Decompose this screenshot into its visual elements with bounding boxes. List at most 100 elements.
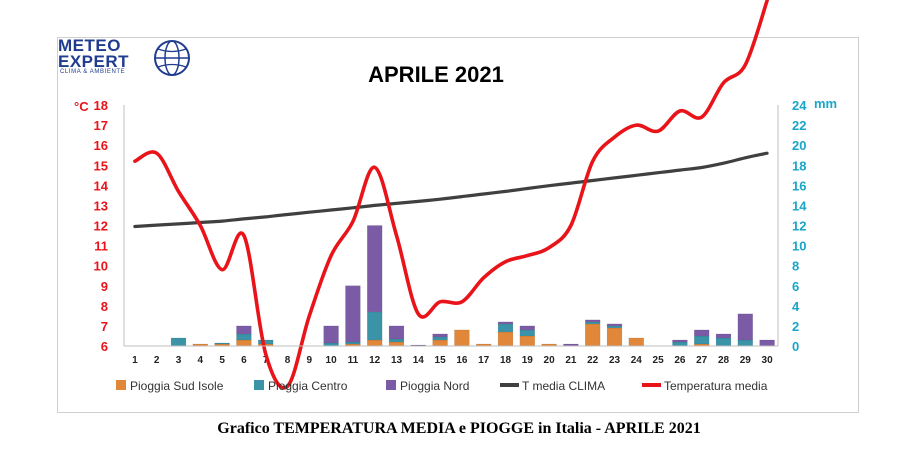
globe-icon <box>154 40 190 76</box>
legend: Pioggia Sud Isole Pioggia Centro Pioggia N… <box>116 379 768 393</box>
x-tick-label: 11 <box>348 355 359 366</box>
y-right-tick-label: 24 <box>792 98 807 113</box>
legend-swatch-sud <box>116 380 126 390</box>
bar-centro <box>737 339 753 347</box>
bar-centro <box>258 339 274 345</box>
y-left-tick-label: 9 <box>101 279 108 294</box>
y-right-tick-label: 22 <box>792 118 806 133</box>
y-right-tick-label: 4 <box>792 299 800 314</box>
x-tick-label: 10 <box>326 355 338 366</box>
logo-tagline: CLIMA & AMBIENTE <box>60 69 126 75</box>
bar-centro <box>519 329 535 337</box>
x-tick-label: 5 <box>219 355 225 366</box>
bar-centro <box>388 338 405 343</box>
bar-centro <box>432 336 448 341</box>
bar-sud <box>236 339 252 347</box>
legend-label-clima: T media CLIMA <box>522 379 605 393</box>
x-tick-label: 4 <box>198 355 204 366</box>
bar-nord <box>432 333 448 338</box>
y-right-tick-label: 0 <box>792 339 799 354</box>
y-right-tick-label: 20 <box>792 138 806 153</box>
bar-nord <box>606 323 623 327</box>
line-clima <box>133 151 769 229</box>
x-tick-label: 3 <box>176 355 182 366</box>
y-left-unit-label: °C <box>74 99 89 114</box>
bar-centro <box>606 325 623 329</box>
y-left-tick-label: 12 <box>94 219 108 234</box>
bar-centro <box>672 341 688 347</box>
x-tick-label: 9 <box>307 355 313 366</box>
bar-nord <box>519 325 535 331</box>
bar-nord <box>236 325 252 335</box>
y-left-tick-label: 7 <box>101 319 108 334</box>
bar-centro <box>585 321 601 325</box>
x-tick-label: 27 <box>696 355 708 366</box>
meteo-expert-logo: METEO EXPERT CLIMA & AMBIENTE <box>58 36 198 80</box>
x-tick-label: 1 <box>132 355 138 366</box>
bar-nord <box>388 325 405 340</box>
x-tick-label: 20 <box>544 355 556 366</box>
y-left-tick-label: 17 <box>94 118 108 133</box>
y-right-tick-label: 2 <box>792 319 799 334</box>
bar-nord <box>585 319 601 323</box>
bar-centro <box>345 341 361 345</box>
y-left-tick-label: 18 <box>94 98 108 113</box>
bar-nord <box>497 321 514 325</box>
chart-frame <box>57 37 859 413</box>
legend-label-nord: Pioggia Nord <box>400 379 469 393</box>
y-left-tick-label: 11 <box>94 239 108 254</box>
x-tick-label: 18 <box>500 355 512 366</box>
bar-sud <box>519 335 535 347</box>
legend-label-sud: Pioggia Sud Isole <box>130 379 224 393</box>
bar-nord <box>737 313 753 341</box>
y-right-tick-label: 8 <box>792 259 799 274</box>
legend-label-centro: Pioggia Centro <box>268 379 348 393</box>
y-right-tick-label: 6 <box>792 279 799 294</box>
bar-nord <box>715 333 732 339</box>
bar-nord <box>672 339 688 343</box>
y-left-tick-label: 13 <box>94 198 108 213</box>
bar-centro <box>694 335 710 345</box>
bar-sud <box>606 327 623 347</box>
y-left-tick-label: 6 <box>101 339 108 354</box>
bar-sud <box>388 341 405 347</box>
y-left-tick-label: 16 <box>94 138 108 153</box>
x-tick-label: 26 <box>674 355 686 366</box>
bar-centro <box>214 342 230 345</box>
line-temp <box>133 0 769 390</box>
x-tick-label: 22 <box>587 355 599 366</box>
bar-nord <box>323 325 339 344</box>
y-right-unit-label: mm <box>814 96 837 111</box>
y-right-tick-label: 12 <box>792 219 806 234</box>
logo-brand-line1: METEO <box>58 36 121 55</box>
y-left-tick-label: 15 <box>94 158 108 173</box>
y-right-tick-label: 14 <box>792 198 807 213</box>
y-left-axis-ticks: 6 7 8 9 10 11 12 13 14 15 16 17 18 <box>94 98 109 354</box>
x-tick-label: 6 <box>241 355 247 366</box>
x-tick-label: 29 <box>740 355 752 366</box>
bar-sud <box>628 337 644 347</box>
y-left-tick-label: 8 <box>101 299 108 314</box>
y-left-tick-label: 10 <box>94 259 108 274</box>
chart-title: APRILE 2021 <box>368 62 504 87</box>
x-axis-ticks: 1 2 3 4 5 6 7 8 9 10 11 12 13 14 15 16 17 18 19 20 21 22 23 24 2… <box>132 355 773 366</box>
legend-label-temp: Temperatura media <box>664 379 768 393</box>
bar-sud <box>497 331 514 347</box>
bar-centro <box>367 311 383 341</box>
x-tick-label: 19 <box>522 355 534 366</box>
x-tick-label: 24 <box>631 355 643 366</box>
legend-swatch-nord <box>386 380 396 390</box>
bar-sud <box>432 339 448 347</box>
logo-brand-line2: EXPERT <box>58 52 130 71</box>
y-right-tick-label: 10 <box>792 239 806 254</box>
x-tick-label: 2 <box>154 355 160 366</box>
x-tick-label: 30 <box>762 355 774 366</box>
bar-sud <box>454 329 470 347</box>
x-tick-label: 17 <box>478 355 490 366</box>
legend-swatch-centro <box>254 380 264 390</box>
x-tick-label: 14 <box>413 355 425 366</box>
bar-sud <box>585 323 601 347</box>
x-tick-label: 13 <box>391 355 403 366</box>
x-tick-label: 28 <box>718 355 730 366</box>
